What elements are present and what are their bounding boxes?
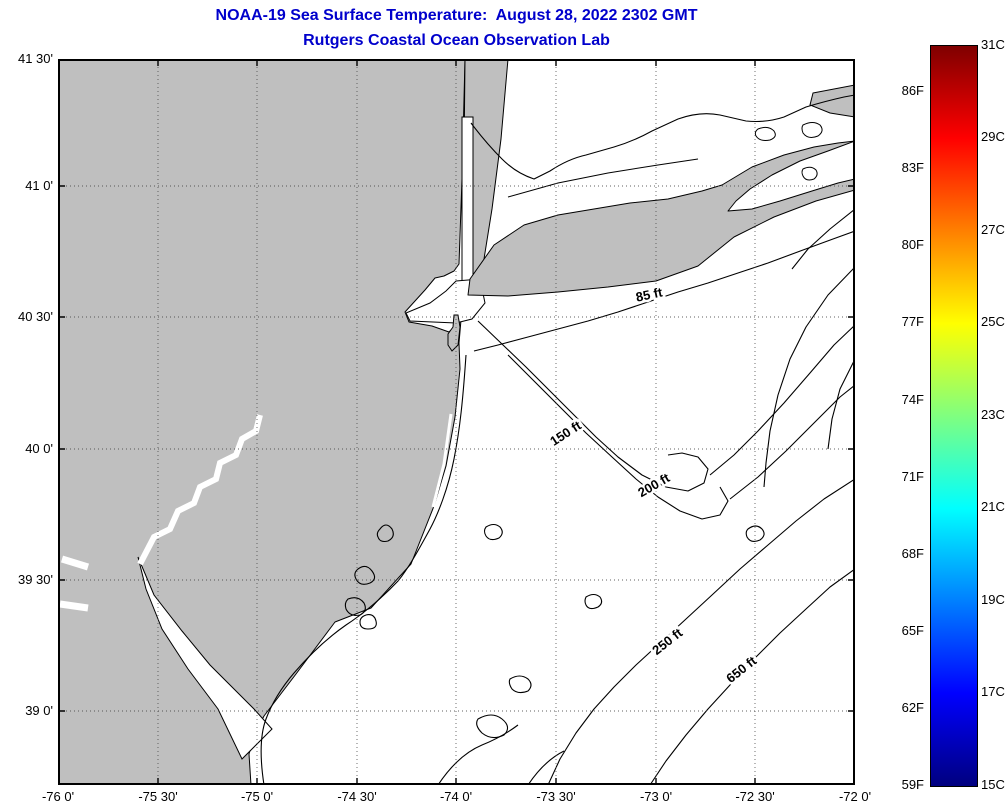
contour-85ft-li [473,230,855,352]
y-tick-label: 41 0' [25,178,53,193]
colorbar-c-label: 21C [981,499,1005,514]
x-tick-label: -74 0' [439,789,473,804]
x-tick-label: -73 0' [639,789,673,804]
x-tick-label: -73 30' [536,789,576,804]
y-tick-label: 39 30' [17,572,53,587]
sound-islands [507,122,823,198]
contour-150ft-east [709,324,855,476]
sandy-hook [447,314,461,352]
map-border [58,59,855,785]
y-tick-label: 39 0' [25,703,53,718]
page-title: NOAA-19 Sea Surface Temperature: August … [215,7,698,24]
colorbar-f-label: 62F [901,700,924,715]
connecticut-coastline [470,94,855,180]
contour-200ft [507,354,729,520]
x-tick-label: -75 0' [240,789,274,804]
colorbar-f-label: 71F [901,469,924,484]
colorbar-f-label: 74F [901,392,924,407]
hudson-river [461,116,474,296]
temperature-colorbar [930,45,978,787]
colorbar-f-label: 65F [901,623,924,638]
contour-right-1 [763,266,855,488]
page-subtitle: Rutgers Coastal Ocean Observation Lab [303,32,610,49]
x-tick-label: -72 30' [735,789,775,804]
x-tick-label: -74 30' [337,789,377,804]
colorbar-c-label: 15C [981,777,1005,792]
contour-right-2 [791,208,855,270]
contour-250ft [547,478,855,785]
y-tick-label: 40 30' [17,309,53,324]
contour-right-3 [827,358,855,450]
colorbar-c-label: 25C [981,314,1005,329]
colorbar-f-label: 77F [901,314,924,329]
contour-85ft-nj [260,354,467,785]
colorbar-f-label: 86F [901,83,924,98]
y-tick-label: 40 0' [25,441,53,456]
colorbar-c-label: 29C [981,129,1005,144]
colorbar-c-label: 17C [981,684,1005,699]
contour-200ft-east [729,384,855,500]
y-tick-label: 41 30' [17,51,53,66]
x-tick-label: -72 0' [838,789,872,804]
sst-map: 85 ft 150 ft 200 ft 250 ft 650 ft [58,59,855,785]
contour-150ft [477,320,709,492]
chesapeake-head-water [59,555,90,612]
colorbar-c-label: 23C [981,407,1005,422]
depth-contours [260,208,855,785]
colorbar-c-label: 31C [981,37,1005,52]
long-island [467,140,855,297]
delaware-bay [137,556,273,760]
colorbar-c-label: 19C [981,592,1005,607]
colorbar-f-label: 83F [901,160,924,175]
northeast-land-patches [809,84,855,118]
contour-650ft [649,568,855,785]
delaware-river [137,414,263,566]
x-tick-label: -76 0' [41,789,75,804]
water-bodies [59,116,486,760]
colorbar-c-label: 27C [981,222,1005,237]
x-tick-label: -75 30' [138,789,178,804]
map-area: 85 ft 150 ft 200 ft 250 ft 650 ft [58,59,855,785]
barnegat-bay [431,413,453,508]
colorbar-f-label: 59F [901,777,924,792]
axis-ticks [58,59,855,785]
colorbar-f-label: 68F [901,546,924,561]
colorbar-f-label: 80F [901,237,924,252]
rhode-island-patch [809,84,855,118]
